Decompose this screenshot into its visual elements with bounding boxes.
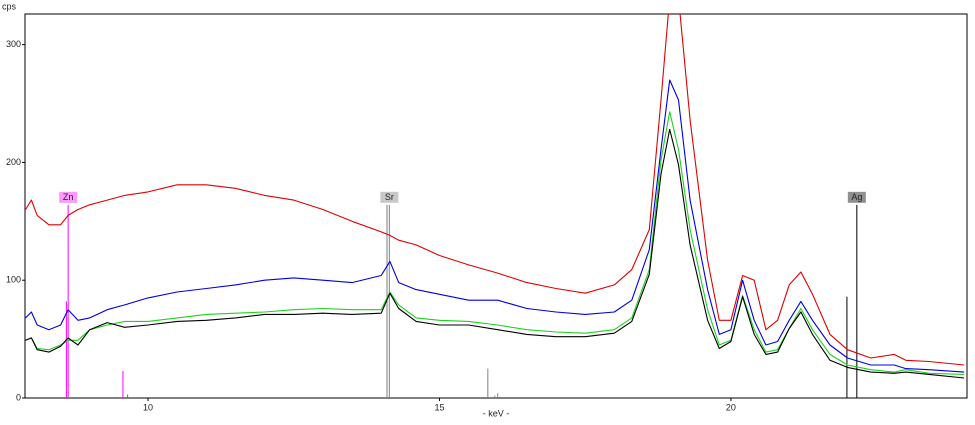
y-tick-label: 100 [6,275,21,285]
x-tick-label: 15 [434,402,444,412]
element-label-box [380,191,399,203]
plot-area [25,14,965,398]
spectrum-line [25,79,965,373]
x-tick-label: 20 [726,402,736,412]
y-tick-label: 0 [16,392,21,402]
y-axis-label: cps [2,1,17,11]
plot-frame [24,13,968,399]
element-label-box [847,191,866,203]
spectrum-line [25,111,965,375]
element-label: Zn [63,192,74,202]
spectrum-line [25,128,965,379]
y-tick-label: 300 [6,39,21,49]
element-label: Sr [385,192,394,202]
element-label-box [59,191,78,203]
spectrum-line [25,14,965,366]
element-label: Ag [851,192,862,202]
x-tick-label: 10 [143,402,153,412]
x-axis-label: - keV - [483,408,510,418]
y-tick-label: 200 [6,157,21,167]
